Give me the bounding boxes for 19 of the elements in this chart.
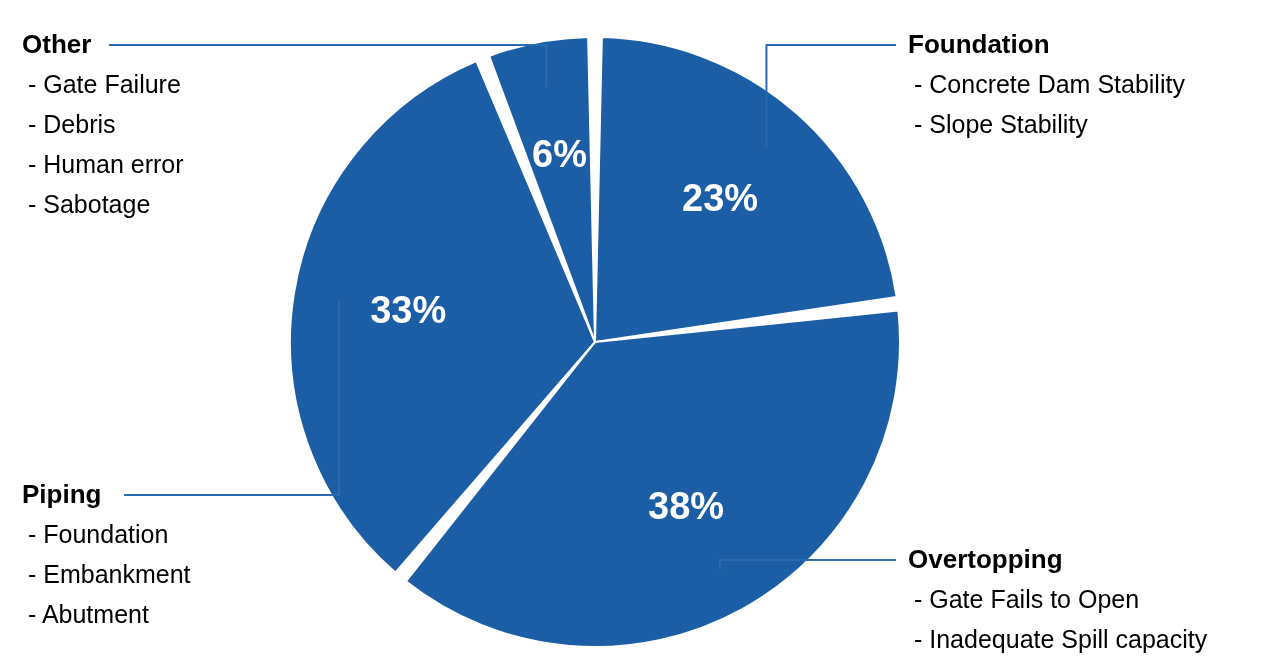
- text: - Gate Failure: [28, 70, 181, 98]
- text: - Concrete Dam Stability: [914, 70, 1185, 98]
- slice-label: Piping: [22, 479, 102, 509]
- text: - Slope Stability: [914, 110, 1088, 138]
- data-label: 38%: [648, 484, 725, 527]
- text: - Sabotage: [28, 190, 151, 218]
- text: - Inadequate Spill capacity: [914, 625, 1208, 653]
- slice-label: Foundation: [908, 29, 1050, 59]
- text: - Human error: [28, 150, 184, 178]
- text: - Embankment: [28, 560, 191, 588]
- slice-label: Overtopping: [908, 544, 1063, 574]
- text: - Debris: [28, 110, 116, 138]
- data-label: 6%: [532, 133, 588, 176]
- slice-label: Other: [22, 29, 92, 59]
- data-label: 23%: [682, 177, 759, 220]
- text: - Gate Fails to Open: [914, 585, 1140, 613]
- data-label: 33%: [370, 289, 447, 332]
- text: - Abutment: [28, 600, 149, 628]
- text: - Foundation: [28, 520, 169, 548]
